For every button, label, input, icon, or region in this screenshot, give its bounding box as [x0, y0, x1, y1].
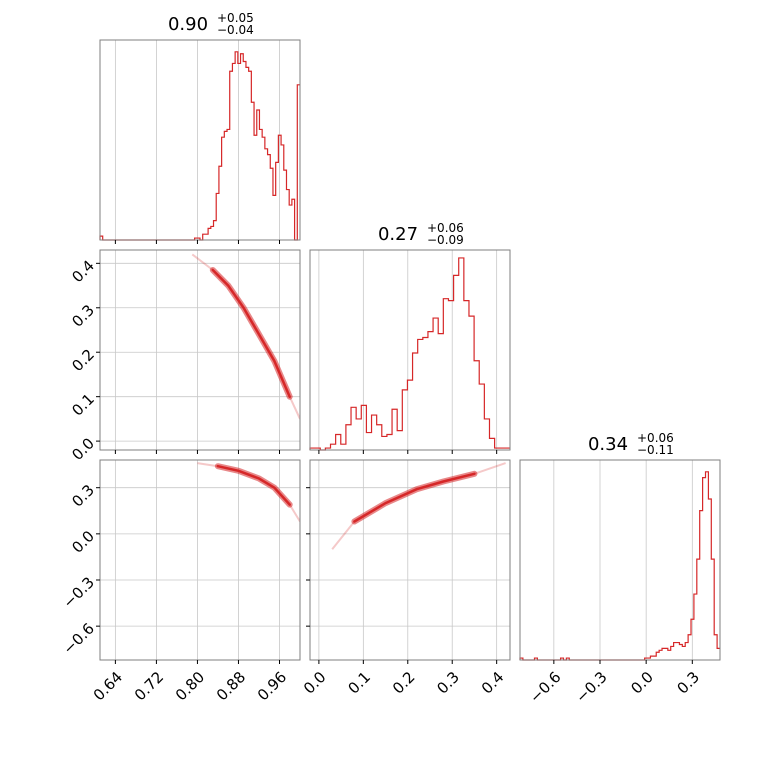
panel-title-2: 0.34 [588, 434, 628, 455]
x-tick-label: 0.1 [344, 668, 374, 698]
x-tick-label: −0.3 [572, 668, 610, 706]
scatter-panel-frame-p0_p2 [99, 459, 301, 661]
hist-panel-frame-2 [519, 459, 721, 661]
frame-layer [96, 39, 721, 664]
x-tick-label: 0.80 [172, 668, 208, 704]
histogram-2 [519, 471, 720, 661]
title-minus-2: −0.11 [637, 443, 674, 457]
grid-layer [100, 40, 693, 660]
title-plus-2: +0.06 [637, 431, 674, 445]
contour-p1_p2 [331, 462, 506, 550]
x-tick-label: 0.0 [627, 668, 657, 698]
contour-p0_p2 [197, 462, 300, 523]
x-tick-label: 0.2 [389, 668, 419, 698]
x-tick-label: 0.88 [213, 668, 249, 704]
y-tick-label: 0.2 [68, 346, 98, 376]
x-tick-label: 0.3 [433, 668, 463, 698]
histogram-1 [309, 257, 510, 451]
scatter-panel-frame-p1_p2 [309, 459, 511, 661]
y-tick-label: 0.1 [68, 390, 98, 420]
x-tick-label: 0.3 [673, 668, 703, 698]
contour-outer [351, 470, 478, 525]
contour-inner [216, 464, 291, 506]
title-plus-0: +0.05 [217, 11, 254, 25]
y-tick-label: 0.3 [68, 301, 98, 331]
hist-panel-frame-1 [309, 249, 511, 451]
x-tick-label: 0.0 [300, 668, 330, 698]
x-tick-label: 0.64 [90, 668, 126, 704]
title-minus-0: −0.04 [217, 23, 254, 37]
x-tick-label: 0.72 [131, 668, 167, 704]
x-tick-label: 0.4 [478, 668, 508, 698]
contour-inner [353, 472, 476, 523]
x-tick-label: −0.6 [526, 668, 564, 706]
scatter-panel-frame-p0_p1 [99, 249, 301, 451]
x-tick-label: 0.96 [254, 668, 290, 704]
y-tick-label: −0.3 [60, 573, 98, 611]
panel-title-0: 0.90 [168, 14, 208, 35]
contour-outer [214, 463, 293, 508]
contour-tail [331, 462, 506, 550]
y-tick-label: 0.4 [68, 257, 98, 287]
data-layer [99, 51, 720, 661]
contour-outer [209, 267, 293, 400]
y-tick-label: −0.6 [60, 619, 98, 657]
contour-tail [191, 253, 300, 420]
contour-p0_p1 [191, 253, 300, 420]
y-tick-label: 0.3 [68, 481, 98, 511]
y-tick-label: 0.0 [68, 434, 98, 464]
hist-panel-frame-0 [99, 39, 301, 241]
histogram-0 [99, 51, 300, 241]
title-minus-1: −0.09 [427, 233, 464, 247]
title-plus-1: +0.06 [427, 221, 464, 235]
panel-title-1: 0.27 [378, 224, 418, 245]
y-tick-label: 0.0 [68, 527, 98, 557]
contour-inner [211, 268, 291, 398]
